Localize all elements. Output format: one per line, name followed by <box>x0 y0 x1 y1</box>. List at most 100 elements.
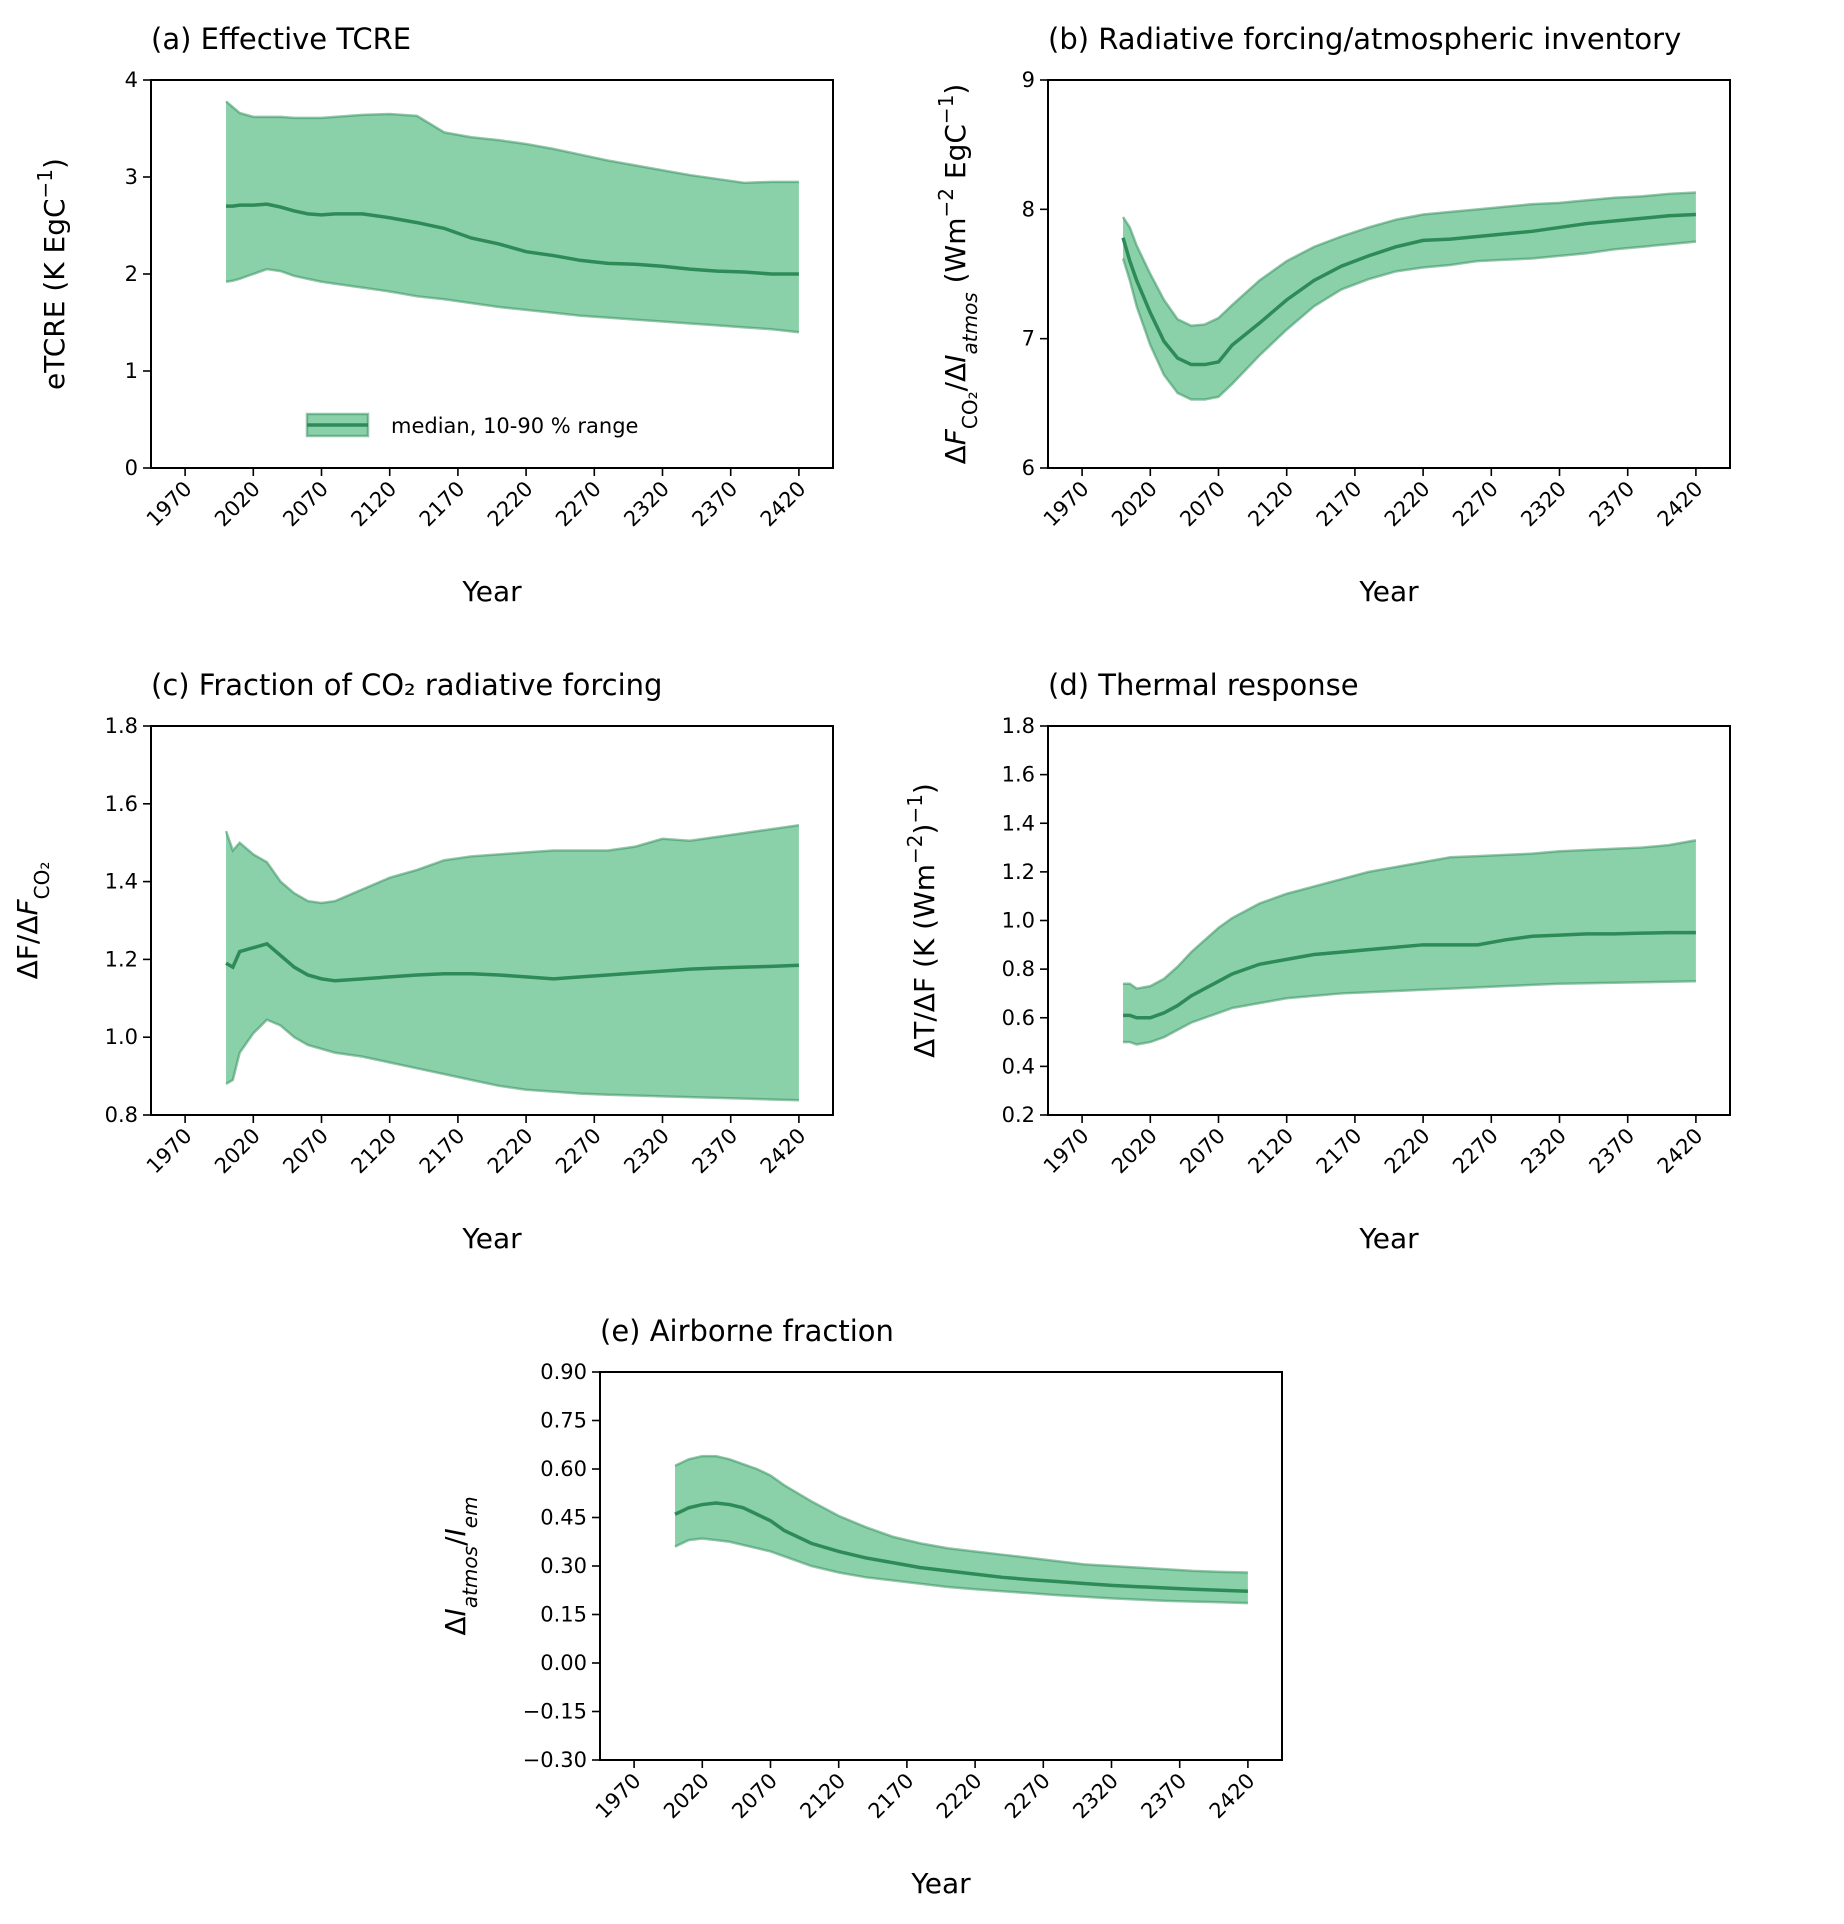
x-tick-label: 2420 <box>1653 477 1708 532</box>
x-tick-label: 2070 <box>727 1769 782 1824</box>
subplot: 6 7 8 9 1970 2020 2070 2120 2170 2220 2270 2320 2370… <box>934 22 1731 608</box>
y-tick-label: 7 <box>1022 327 1035 351</box>
x-tick-label: 2120 <box>346 477 401 532</box>
x-tick-label: 2270 <box>1448 477 1503 532</box>
y-tick-label: −0.15 <box>523 1700 587 1724</box>
y-tick-label: 0.4 <box>1002 1054 1035 1078</box>
x-tick-label: 1970 <box>142 477 197 532</box>
x-tick-label: 2220 <box>932 1769 987 1824</box>
x-axis-label: Year <box>1358 1222 1419 1255</box>
x-tick-label: 2270 <box>1448 1124 1503 1179</box>
y-axis-label-part: F <box>11 898 44 915</box>
y-tick-label: 1.6 <box>1002 763 1035 787</box>
x-tick-label: 2370 <box>1584 477 1639 532</box>
x-tick-label: 2120 <box>346 1124 401 1179</box>
x-tick-label: 2320 <box>1516 477 1571 532</box>
x-tick-label: 2170 <box>1312 1124 1367 1179</box>
x-tick-label: 2120 <box>1243 1124 1298 1179</box>
axes-frame <box>150 725 834 1116</box>
x-tick-label: 2420 <box>1205 1769 1260 1824</box>
range-edge <box>1123 980 1696 1046</box>
y-axis-label-part: F <box>939 428 972 445</box>
y-axis-label-part: ) <box>38 158 71 169</box>
x-tick-label: 2170 <box>415 477 470 532</box>
range-band <box>675 1456 1248 1604</box>
y-axis-label-part: atmos <box>958 292 982 354</box>
subplot-title: (b) Radiative forcing/atmospheric invent… <box>1048 22 1681 56</box>
y-tick-label: 1.0 <box>105 1025 138 1049</box>
x-tick-label: 2070 <box>278 477 333 532</box>
y-tick-label: 0.8 <box>105 1103 138 1127</box>
x-tick-label: 2370 <box>687 1124 742 1179</box>
y-tick-label: 4 <box>125 68 138 92</box>
y-tick-label: 8 <box>1022 197 1035 221</box>
legend: median, 10-90 % range <box>305 412 638 438</box>
x-tick-label: 1970 <box>142 1124 197 1179</box>
median-line <box>1121 212 1696 367</box>
y-axis-label-part: ) <box>908 824 941 835</box>
x-tick-label: 2020 <box>1107 1124 1162 1179</box>
y-tick-label: 1 <box>125 359 138 383</box>
y-axis-label-part: I <box>439 1528 472 1536</box>
range-edge <box>225 100 799 185</box>
y-tick-label: 9 <box>1022 68 1035 92</box>
x-tick-label: 2020 <box>210 477 265 532</box>
x-tick-label: 2220 <box>483 477 538 532</box>
x-tick-label: 1970 <box>591 1769 646 1824</box>
y-axis-label-part: CO₂ <box>30 862 54 900</box>
x-tick-label: 2220 <box>1380 1124 1435 1179</box>
x-tick-label: 2170 <box>415 1124 470 1179</box>
x-tick-label: 2270 <box>1000 1769 1055 1824</box>
median-line <box>1123 930 1696 1020</box>
subplot-title: (c) Fraction of CO₂ radiative forcing <box>151 668 662 702</box>
range-band <box>226 825 799 1101</box>
x-tick-label: 2320 <box>1068 1769 1123 1824</box>
y-axis-label-part: −1 <box>934 95 958 124</box>
y-axis-label-part: (Wm <box>939 217 972 292</box>
x-tick-label: 2320 <box>619 1124 674 1179</box>
y-axis-label: ΔF/ΔFCO₂ <box>11 862 54 980</box>
x-axis-label: Year <box>461 575 522 608</box>
y-tick-label: 0.15 <box>540 1603 587 1627</box>
x-tick-label: 2070 <box>278 1124 333 1179</box>
range-edge <box>1123 839 1697 990</box>
y-tick-label: 0.90 <box>540 1360 587 1384</box>
x-tick-label: 2270 <box>551 477 606 532</box>
subplot: 0 1 2 3 4 1970 2020 2070 2120 2170 2220 2270 2320 237… <box>33 22 834 608</box>
y-axis-label-part: ΔF/Δ <box>11 915 44 979</box>
y-axis-label: ΔFCO₂/ΔIatmos (Wm−2 EgC−1) <box>934 84 982 465</box>
subplot-title: (a) Effective TCRE <box>151 22 411 56</box>
x-axis-label: Year <box>461 1222 522 1255</box>
y-axis-label-part: atmos <box>458 1546 482 1608</box>
y-axis-label-part: −2 <box>934 188 958 217</box>
y-tick-label: 0.75 <box>540 1409 587 1433</box>
median-line <box>226 202 799 276</box>
x-tick-label: 2270 <box>551 1124 606 1179</box>
x-tick-label: 2120 <box>1243 477 1298 532</box>
x-axis-label: Year <box>1358 575 1419 608</box>
y-axis-label-part: / <box>439 1536 472 1546</box>
y-tick-label: 0.6 <box>1002 1006 1035 1030</box>
range-edge <box>225 1018 799 1102</box>
y-tick-label: 0.00 <box>540 1651 587 1675</box>
y-axis-label-part: −1 <box>903 794 927 823</box>
x-tick-label: 2420 <box>1653 1124 1708 1179</box>
y-tick-label: 3 <box>125 165 138 189</box>
y-tick-label: 1.8 <box>105 714 138 738</box>
x-tick-label: 2420 <box>756 1124 811 1179</box>
y-axis-label-part: I <box>939 355 972 363</box>
range-band <box>226 101 799 333</box>
subplot: −0.30 −0.15 0.00 0.15 0.30 0.45 0.60 0.75 0.90 19… <box>439 1314 1283 1900</box>
subplot-title: (d) Thermal response <box>1048 668 1359 702</box>
y-axis-label-part: em <box>458 1496 482 1528</box>
y-tick-label: 0 <box>125 456 138 480</box>
y-tick-label: 1.4 <box>1002 811 1035 835</box>
y-axis-label: eTCRE (K EgC−1) <box>33 158 71 390</box>
y-tick-label: 1.8 <box>1002 714 1035 738</box>
range-edge <box>225 267 800 334</box>
y-axis-label-part: eTCRE (K EgC <box>38 198 71 390</box>
range-band <box>1123 840 1696 1045</box>
x-tick-label: 2070 <box>1175 1124 1230 1179</box>
